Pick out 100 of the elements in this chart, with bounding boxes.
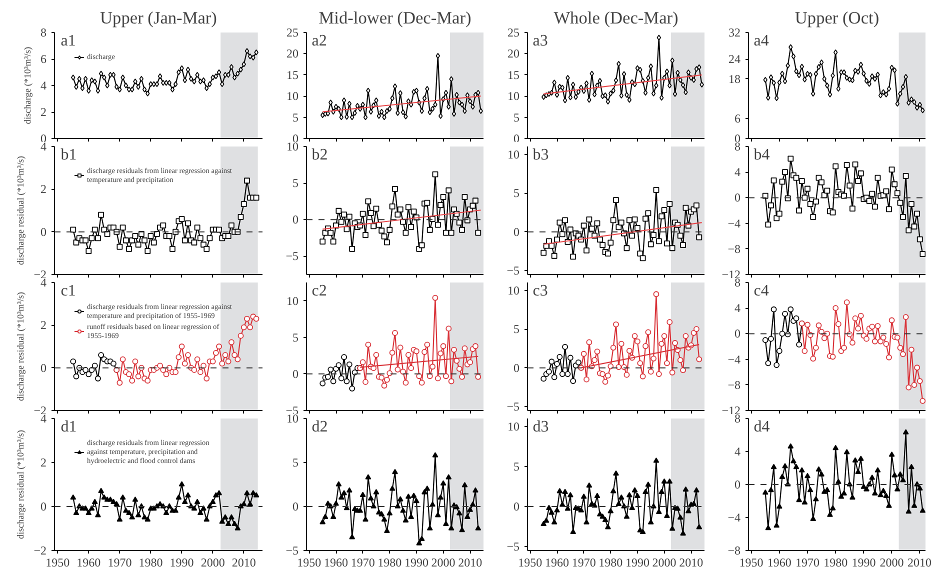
- y-tick-label: 5: [514, 460, 520, 474]
- y-tick-label: 0: [292, 212, 298, 227]
- y-tick-label: 10: [508, 147, 520, 162]
- annotation: c4: [754, 282, 769, 300]
- y-axis-title: discharge residual (*10³m³/s): [16, 292, 27, 402]
- x-tick-label: 1960: [324, 556, 348, 570]
- y-tick-label: 6: [40, 52, 46, 66]
- x-tick-label: 1990: [404, 556, 428, 570]
- y-tick-label: 4: [734, 444, 740, 458]
- x-tick-label: 1970: [108, 556, 132, 570]
- y-tick-label: 15: [286, 68, 298, 82]
- y-tick-label: 10: [508, 89, 520, 104]
- y-tick-label: 25: [286, 26, 298, 40]
- y-tick-label: 0: [734, 190, 740, 205]
- chart-title: Upper (Jan-Mar): [100, 8, 218, 28]
- y-tick-label: 0: [292, 500, 298, 514]
- y-tick-label: −4: [728, 510, 741, 524]
- y-tick-label: 18: [728, 72, 740, 86]
- x-tick-label: 2010: [232, 556, 256, 570]
- x-tick-label: 1950: [739, 556, 764, 570]
- x-tick-label: 2010: [679, 556, 704, 570]
- x-tick-label: 1950: [297, 556, 322, 570]
- y-tick-label: −5: [506, 400, 520, 414]
- x-tick-label: 2010: [458, 556, 482, 570]
- y-tick-label: 20: [286, 46, 298, 61]
- y-tick-label: 2: [40, 456, 46, 470]
- y-tick-label: 0: [40, 500, 46, 514]
- y-tick-label: 0: [734, 478, 740, 492]
- y-tick-label: 0: [514, 500, 520, 514]
- x-tick-label: 1960: [767, 556, 792, 570]
- y-axis-title: discharge residual (*10³m³/s): [16, 430, 27, 540]
- y-tick-label: 25: [508, 26, 520, 40]
- y-tick-label: 24: [728, 52, 740, 66]
- x-tick-label: 1960: [76, 556, 101, 570]
- y-tick-label: 4: [40, 78, 46, 92]
- y-tick-label: −2: [34, 544, 47, 558]
- y-tick-label: −8: [728, 378, 741, 392]
- y-tick-label: 6: [734, 112, 740, 126]
- y-tick-label: 4: [734, 165, 740, 180]
- y-tick-label: −5: [506, 264, 520, 278]
- x-tick-label: 1950: [518, 556, 542, 570]
- annotation: a2: [312, 32, 327, 50]
- x-tick-label: 2000: [652, 556, 676, 570]
- x-tick-label: 2000: [431, 556, 456, 570]
- y-tick-label: 0: [40, 360, 46, 375]
- y-tick-label: 5: [292, 110, 298, 124]
- y-tick-label: −5: [286, 249, 299, 264]
- y-axis-title: discharge residual (*10³m³/s): [16, 156, 27, 266]
- y-tick-label: 20: [508, 46, 520, 61]
- y-tick-label: 2: [40, 105, 46, 119]
- chart-title: Mid-lower (Dec-Mar): [318, 8, 472, 28]
- y-tick-label: 15: [508, 68, 520, 82]
- annotation: a4: [754, 32, 769, 50]
- y-tick-label: 10: [286, 89, 298, 104]
- x-tick-label: 2010: [908, 556, 931, 570]
- y-tick-label: 5: [514, 110, 520, 124]
- annotation: d4: [754, 418, 770, 436]
- y-tick-label: 8: [40, 26, 46, 40]
- x-tick-label: 1980: [598, 556, 623, 570]
- y-tick-label: −8: [728, 242, 741, 256]
- y-tick-label: −5: [506, 540, 520, 554]
- y-tick-label: 5: [514, 322, 520, 336]
- x-tick-label: 1980: [824, 556, 848, 570]
- annotation: a1: [60, 32, 76, 50]
- y-tick-label: 2: [40, 318, 46, 332]
- annotation: a3: [532, 32, 548, 50]
- x-tick-label: 1990: [170, 556, 194, 570]
- x-tick-label: 1950: [46, 556, 70, 570]
- x-tick-label: 1970: [350, 556, 375, 570]
- y-tick-label: 5: [514, 186, 520, 200]
- y-axis-title: discharge (*10³m³/s): [24, 46, 34, 124]
- chart-title: Upper (Oct): [794, 8, 880, 28]
- y-tick-label: 0: [514, 224, 520, 239]
- chart-title: Whole (Dec-Mar): [554, 8, 679, 28]
- y-tick-label: 0: [292, 366, 298, 381]
- x-tick-label: 1970: [796, 556, 820, 570]
- y-tick-label: 0: [40, 224, 46, 239]
- x-tick-label: 2000: [200, 556, 225, 570]
- x-tick-label: 2000: [880, 556, 904, 570]
- y-tick-label: −5: [286, 544, 299, 558]
- annotation: b4: [754, 146, 770, 164]
- x-tick-label: 1960: [545, 556, 569, 570]
- y-tick-label: 0: [514, 360, 520, 375]
- y-tick-label: −4: [728, 216, 741, 230]
- y-tick-label: 0: [734, 326, 740, 341]
- x-tick-label: 1990: [852, 556, 876, 570]
- annotation: b3: [532, 146, 549, 164]
- x-tick-label: 1980: [378, 556, 402, 570]
- annotation: b1: [60, 146, 77, 164]
- annotation: b2: [312, 146, 328, 164]
- annotation: c1: [60, 282, 76, 300]
- x-tick-label: 1990: [625, 556, 650, 570]
- x-tick-label: 1980: [138, 556, 163, 570]
- y-tick-label: 10: [508, 420, 520, 434]
- x-tick-label: 1970: [572, 556, 596, 570]
- y-tick-label: 32: [728, 26, 740, 40]
- y-tick-label: 2: [40, 182, 46, 196]
- annotation: c2: [312, 282, 327, 300]
- y-tick-label: 4: [734, 301, 740, 316]
- y-tick-label: 10: [286, 294, 298, 308]
